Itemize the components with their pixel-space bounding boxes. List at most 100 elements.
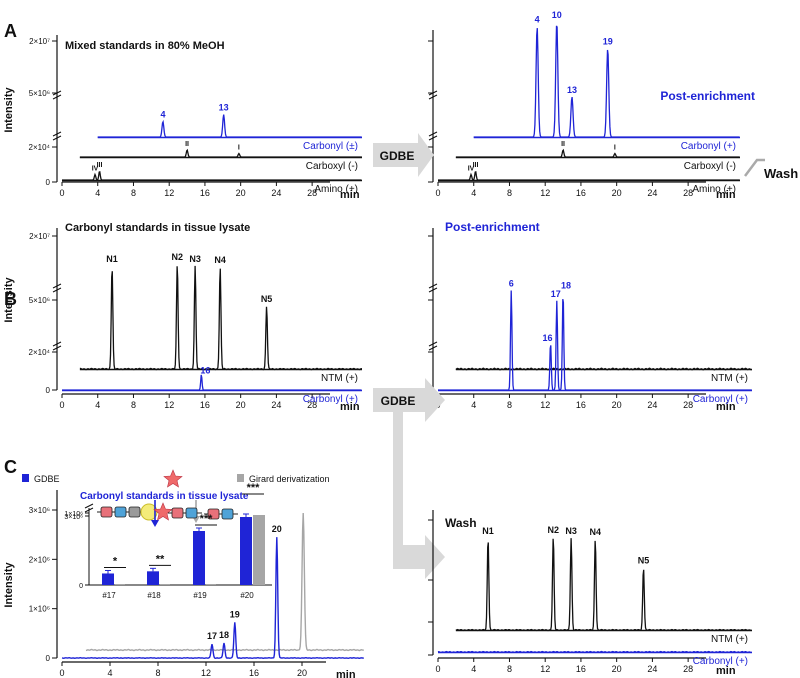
x-tick-label: 12 xyxy=(540,400,550,410)
inset-break-gap xyxy=(240,507,272,511)
inset-category-label: #18 xyxy=(147,591,161,600)
x-axis-unit: min xyxy=(336,669,356,678)
molecule-block xyxy=(100,506,113,518)
bar-girard xyxy=(206,584,216,585)
x-tick-label: 24 xyxy=(271,400,281,410)
bar-gdbe xyxy=(147,571,159,585)
star-icon xyxy=(163,469,183,488)
x-tick-label: 12 xyxy=(164,400,174,410)
axis-break-mark xyxy=(52,283,62,293)
x-tick-label: 12 xyxy=(164,188,174,198)
series-label: Carbonyl (+) xyxy=(681,141,736,152)
trace-1 xyxy=(438,290,752,391)
peak-label: 13 xyxy=(567,85,577,95)
chart-title: Carbonyl standards in tissue lysate xyxy=(65,222,250,234)
peak-label: N4 xyxy=(589,527,601,537)
y-tick-label: 2×10⁶ xyxy=(29,555,50,564)
x-tick-label: 8 xyxy=(131,188,136,198)
molecule-block xyxy=(114,506,127,518)
molecule-block xyxy=(171,507,184,519)
molecule-cartoon-1 xyxy=(97,506,145,518)
significance-label: * xyxy=(113,555,118,567)
gdbe-arrow-label: GDBE xyxy=(381,394,416,408)
x-tick-label: 24 xyxy=(647,188,657,198)
series-label: NTM (+) xyxy=(711,634,748,645)
peak-label: 4 xyxy=(535,15,540,25)
y-axis-label: Intensity xyxy=(3,277,15,323)
y-tick-label: 2×10⁴ xyxy=(29,143,51,152)
axis-break-mark xyxy=(52,90,62,100)
x-tick-label: 16 xyxy=(200,188,210,198)
peak-label: 18 xyxy=(219,630,229,640)
peak-label: N2 xyxy=(547,525,559,535)
y-tick-label: 3×10⁶ xyxy=(29,506,50,515)
x-tick-label: 16 xyxy=(200,400,210,410)
axis-break-mark xyxy=(52,341,62,351)
x-tick-label: 4 xyxy=(107,668,112,678)
peak-label: 16 xyxy=(543,333,553,343)
peak-label: 6 xyxy=(509,278,514,288)
trace-1 xyxy=(62,374,362,391)
peak-label: 18 xyxy=(561,280,571,290)
y-tick-label: 2×10⁷ xyxy=(29,37,50,46)
series-label: Amino (+) xyxy=(314,184,358,195)
peak-label: 4 xyxy=(160,110,165,120)
trace-2 xyxy=(438,171,740,181)
legend-label: Girard derivatization xyxy=(249,474,330,484)
axis-break-mark xyxy=(52,131,62,141)
x-tick-label: 24 xyxy=(647,664,657,674)
x-tick-label: 20 xyxy=(236,188,246,198)
x-tick-label: 12 xyxy=(201,668,211,678)
x-tick-label: 16 xyxy=(576,188,586,198)
x-tick-label: 20 xyxy=(612,664,622,674)
peak-label: I xyxy=(238,145,240,152)
x-tick-label: 28 xyxy=(307,400,317,410)
x-axis-unit: min xyxy=(340,401,360,413)
x-tick-label: 4 xyxy=(95,400,100,410)
x-tick-label: 16 xyxy=(249,668,259,678)
molecule-block xyxy=(185,507,198,519)
molecule-block xyxy=(221,508,234,520)
x-tick-label: 28 xyxy=(683,664,693,674)
inset-category-label: #20 xyxy=(240,591,254,600)
axis-break-mark xyxy=(428,131,438,141)
peak-label: 17 xyxy=(207,631,217,641)
series-label: Carboxyl (-) xyxy=(306,161,358,172)
series-label: Carbonyl (+) xyxy=(693,394,748,405)
x-tick-label: 12 xyxy=(540,664,550,674)
x-tick-label: 24 xyxy=(271,188,281,198)
series-label: Amino (+) xyxy=(692,184,736,195)
significance-label: *** xyxy=(247,482,261,494)
panel-label-a: A xyxy=(4,21,17,41)
peak-label: N5 xyxy=(261,294,273,304)
legend-swatch-gdbe xyxy=(22,474,29,482)
gdbe-arrow-top xyxy=(373,133,434,177)
molecule-block xyxy=(128,506,141,518)
chart-title: Post-enrichment xyxy=(445,220,540,234)
peak-label: 16 xyxy=(200,365,210,375)
series-label: Carboxyl (-) xyxy=(684,161,736,172)
bar-girard xyxy=(160,584,170,585)
bar-girard xyxy=(253,515,265,585)
significance-label: ** xyxy=(156,553,165,565)
wash-label: Wash xyxy=(764,166,798,181)
peak-label: N1 xyxy=(106,254,118,264)
peak-label: N3 xyxy=(189,254,201,264)
peak-label: N5 xyxy=(638,555,650,565)
molecule-cartoon-3 xyxy=(168,507,202,519)
molecule-block xyxy=(207,508,220,520)
x-tick-label: 16 xyxy=(576,664,586,674)
x-tick-label: 0 xyxy=(59,188,64,198)
x-tick-label: 4 xyxy=(471,188,476,198)
trace-gdbe xyxy=(61,537,364,660)
chart-title: Post-enrichment xyxy=(660,89,755,103)
bar-gdbe xyxy=(193,531,205,585)
peak-label: 19 xyxy=(603,36,613,46)
inset-category-label: #19 xyxy=(193,591,207,600)
x-tick-label: 0 xyxy=(435,188,440,198)
inset-category-label: #17 xyxy=(102,591,116,600)
x-tick-label: 8 xyxy=(507,188,512,198)
series-label: Carbonyl (+) xyxy=(693,656,748,667)
gdbe-arrow-label: GDBE xyxy=(380,149,415,163)
